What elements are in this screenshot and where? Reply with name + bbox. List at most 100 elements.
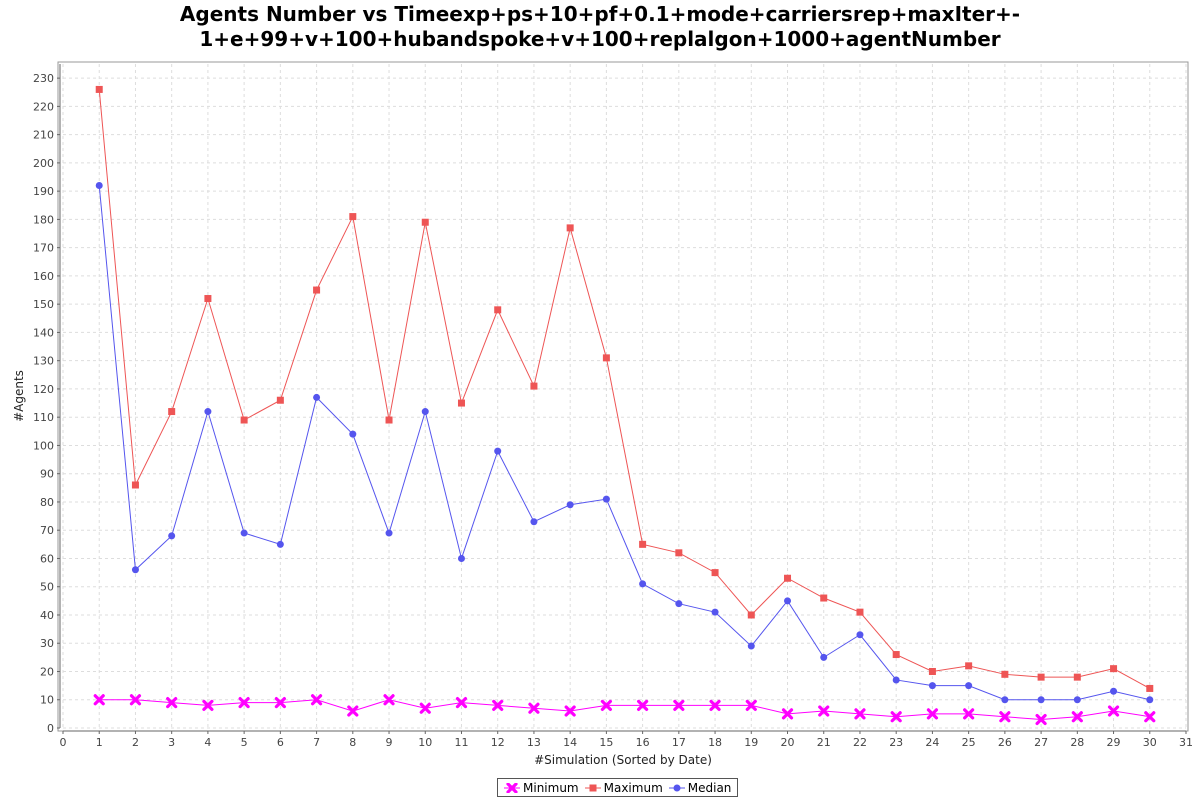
x-marker-stroke xyxy=(1144,711,1156,723)
x-tick-label: 28 xyxy=(1070,736,1084,749)
x-tick-label: 13 xyxy=(527,736,541,749)
x-marker-stroke xyxy=(310,694,323,706)
y-tick-label: 170 xyxy=(33,242,54,255)
data-point-minimum xyxy=(419,702,431,714)
data-point-maximum xyxy=(168,408,176,416)
y-tick-label: 160 xyxy=(33,270,54,283)
data-point-median xyxy=(457,554,465,562)
data-point-median xyxy=(1037,696,1045,704)
x-marker-stroke xyxy=(709,699,721,711)
x-tick-label: 14 xyxy=(563,736,577,749)
data-point-maximum xyxy=(1110,665,1118,673)
y-tick-label: 110 xyxy=(33,411,54,424)
data-point-median xyxy=(566,501,574,509)
y-tick-label: 120 xyxy=(33,383,54,396)
x-marker-stroke xyxy=(1071,711,1083,723)
data-point-maximum xyxy=(784,574,792,582)
y-tick-label: 180 xyxy=(33,213,54,226)
y-tick-label: 70 xyxy=(40,524,54,537)
data-point-minimum xyxy=(238,696,250,709)
data-point-maximum xyxy=(457,399,465,407)
data-point-median xyxy=(494,447,502,455)
data-point-maximum xyxy=(1073,673,1081,681)
data-point-median xyxy=(168,532,176,540)
x-marker-stroke xyxy=(564,705,576,717)
legend-circle-marker-icon xyxy=(668,784,685,791)
chart-title-line-2: 1+e+99+v+100+hubandspoke+v+100+replalgon… xyxy=(199,27,1001,51)
y-tick-label: 30 xyxy=(40,637,54,650)
x-tick-label: 20 xyxy=(781,736,795,749)
x-axis-label: #Simulation (Sorted by Date) xyxy=(534,753,712,767)
data-point-median xyxy=(711,608,719,616)
series-layer xyxy=(93,85,1156,726)
x-marker-stroke xyxy=(202,699,214,711)
data-point-minimum xyxy=(455,696,468,709)
y-tick-label: 0 xyxy=(47,722,54,735)
y-tick-label: 80 xyxy=(40,496,54,509)
data-point-maximum xyxy=(95,85,103,93)
y-tick-label: 100 xyxy=(33,439,54,452)
y-tick-label: 190 xyxy=(33,185,54,198)
legend-item-maximum: Maximum xyxy=(584,781,663,795)
x-marker-stroke xyxy=(781,708,794,720)
x-tick-label: 0 xyxy=(60,736,67,749)
x-marker-stroke xyxy=(1035,713,1047,726)
data-point-maximum xyxy=(965,662,973,670)
data-point-minimum xyxy=(963,708,975,720)
y-tick-label: 150 xyxy=(33,298,54,311)
data-point-minimum xyxy=(1107,705,1120,717)
data-point-median xyxy=(1146,696,1154,704)
x-marker-stroke xyxy=(419,702,431,714)
x-tick-label: 17 xyxy=(672,736,686,749)
x-marker-stroke xyxy=(274,696,286,709)
data-point-minimum xyxy=(854,708,866,720)
data-point-maximum xyxy=(602,354,610,362)
data-point-minimum xyxy=(818,705,830,717)
x-tick-label: 9 xyxy=(386,736,393,749)
x-marker-stroke xyxy=(963,708,975,720)
x-tick-label: 3 xyxy=(168,736,175,749)
data-point-minimum xyxy=(745,699,757,711)
data-point-maximum xyxy=(349,213,357,221)
data-point-maximum xyxy=(421,218,429,226)
x-marker-stroke xyxy=(383,694,395,706)
data-point-minimum xyxy=(383,694,395,706)
legend: Minimum Maximum Median xyxy=(497,778,739,797)
data-point-median xyxy=(1073,696,1081,704)
data-point-minimum xyxy=(1035,713,1047,726)
x-tick-label: 4 xyxy=(204,736,211,749)
data-point-minimum xyxy=(528,702,540,714)
data-point-maximum xyxy=(530,382,538,390)
data-point-median xyxy=(856,631,864,639)
x-marker-stroke xyxy=(926,708,939,720)
x-marker-stroke xyxy=(673,699,685,711)
data-point-maximum xyxy=(240,416,248,424)
legend-item-minimum: Minimum xyxy=(504,781,579,795)
data-point-maximum xyxy=(566,224,574,232)
y-tick-label: 130 xyxy=(33,355,54,368)
x-tick-label: 11 xyxy=(454,736,468,749)
data-point-minimum xyxy=(637,699,649,711)
data-point-median xyxy=(784,597,792,605)
x-tick-label: 26 xyxy=(998,736,1012,749)
series-line-median xyxy=(98,185,1150,701)
series-line-minimum xyxy=(99,699,1150,721)
x-marker-stroke xyxy=(93,694,105,706)
data-point-median xyxy=(1110,687,1118,695)
data-point-median xyxy=(313,393,321,401)
data-point-median xyxy=(421,408,429,416)
x-marker-stroke xyxy=(528,702,540,714)
chart-title: Agents Number vs Timeexp+ps+10+pf+0.1+mo… xyxy=(0,2,1200,52)
y-tick-label: 10 xyxy=(40,694,54,707)
data-point-minimum xyxy=(781,708,794,720)
x-tick-label: 23 xyxy=(889,736,903,749)
y-tick-label: 210 xyxy=(33,129,54,142)
x-tick-label: 29 xyxy=(1107,736,1121,749)
x-tick-label: 2 xyxy=(132,736,139,749)
y-tick-label: 40 xyxy=(40,609,54,622)
series-maximum xyxy=(95,85,1154,692)
x-marker-stroke xyxy=(129,694,142,706)
data-point-median xyxy=(675,600,683,608)
y-tick-label: 60 xyxy=(40,552,54,565)
y-tick-label: 200 xyxy=(33,157,54,170)
